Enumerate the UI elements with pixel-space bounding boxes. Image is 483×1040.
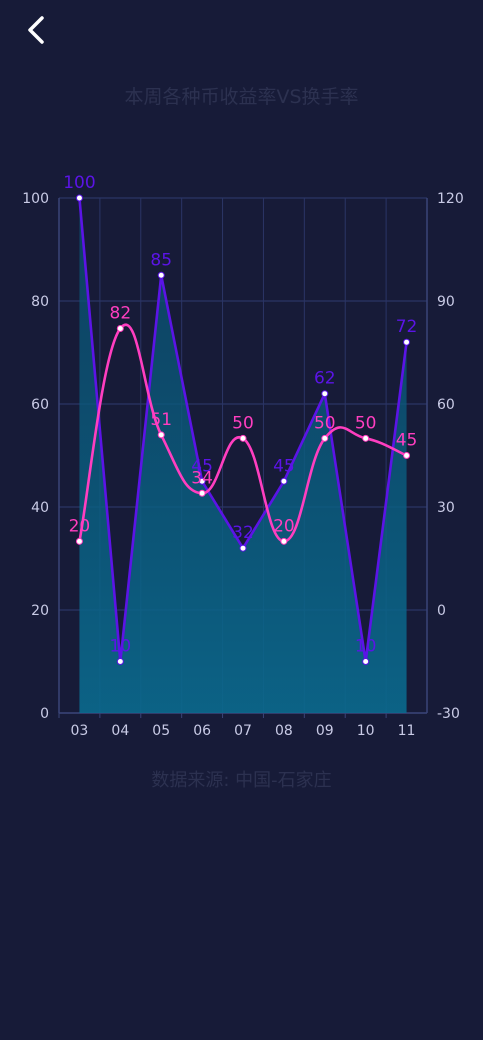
series-1-data-label: 50	[232, 413, 254, 433]
series-0-data-label: 32	[232, 523, 254, 543]
series-1-data-label: 20	[69, 516, 91, 536]
series-1-point	[116, 324, 124, 332]
series-1-data-label: 45	[396, 431, 418, 451]
series-1-point	[280, 537, 288, 545]
x-tick-label: 09	[316, 723, 334, 739]
series-0-data-label: 45	[273, 456, 295, 476]
chart-title: 本周各种币收益率VS换手率	[124, 86, 359, 108]
y-left-tick-label: 20	[31, 603, 49, 619]
series-0-point	[75, 194, 83, 202]
series-0-point	[362, 658, 370, 665]
series-1-point	[362, 434, 370, 442]
series-0-data-label: 62	[314, 369, 336, 389]
y-left-tick-label: 80	[31, 294, 49, 310]
x-tick-label: 08	[275, 723, 293, 739]
series-0-point	[239, 544, 247, 552]
series-1-point	[239, 434, 247, 442]
y-left-tick-label: 60	[31, 397, 49, 413]
series-1-data-label: 50	[314, 413, 336, 433]
y-left-tick-label: 40	[31, 500, 49, 516]
series-1-data-label: 20	[273, 516, 295, 536]
series-1-data-label: 50	[355, 413, 377, 433]
series-0-point	[280, 477, 288, 485]
series-0-data-label: 100	[63, 173, 95, 193]
series-1-data-label: 51	[150, 410, 172, 430]
series-0-point	[403, 338, 411, 346]
x-tick-label: 06	[193, 723, 211, 739]
x-tick-label: 05	[152, 723, 170, 739]
series-0-point	[321, 390, 329, 398]
x-tick-label: 04	[111, 723, 129, 739]
y-right-tick-label: 60	[437, 397, 455, 413]
series-1-point	[75, 537, 83, 545]
series-0-data-label: 45	[191, 456, 213, 476]
series-0-data-label: 10	[110, 637, 132, 657]
y-left-tick-label: 100	[22, 191, 49, 207]
series-1-data-label: 82	[110, 303, 132, 323]
chart: 0 20 40 60 80 100 -30 0 30 60 90 120 03 04 05 06 07 08 09 1…	[22, 173, 464, 739]
series-1-point	[157, 431, 165, 439]
y-right-tick-label: 30	[437, 500, 455, 516]
x-tick-label: 03	[71, 723, 89, 739]
x-tick-label: 07	[234, 723, 252, 739]
series-1-point	[198, 489, 206, 497]
chart-source: 数据来源: 中国-石家庄	[151, 770, 332, 791]
y-right-tick-label: -30	[437, 706, 460, 722]
x-tick-label: 10	[357, 723, 375, 739]
y-right-tick-label: 90	[437, 294, 455, 310]
x-tick-label: 11	[398, 723, 416, 739]
series-0-data-label: 10	[355, 637, 377, 657]
series-0-point	[116, 658, 124, 665]
back-button[interactable]	[16, 10, 56, 50]
series-0-point	[157, 271, 165, 279]
series-0-point	[198, 477, 206, 485]
y-right-tick-label: 120	[437, 191, 464, 207]
series-1-data-label: 34	[191, 468, 213, 488]
y-right-tick-label: 0	[437, 603, 446, 619]
series-0-area	[79, 198, 407, 713]
chevron-left-icon	[28, 16, 44, 44]
series-0-data-label: 72	[396, 317, 418, 337]
series-1-point	[403, 452, 411, 459]
series-1-point	[321, 434, 329, 442]
series-0-data-label: 85	[150, 250, 172, 270]
y-left-tick-label: 0	[40, 706, 49, 722]
